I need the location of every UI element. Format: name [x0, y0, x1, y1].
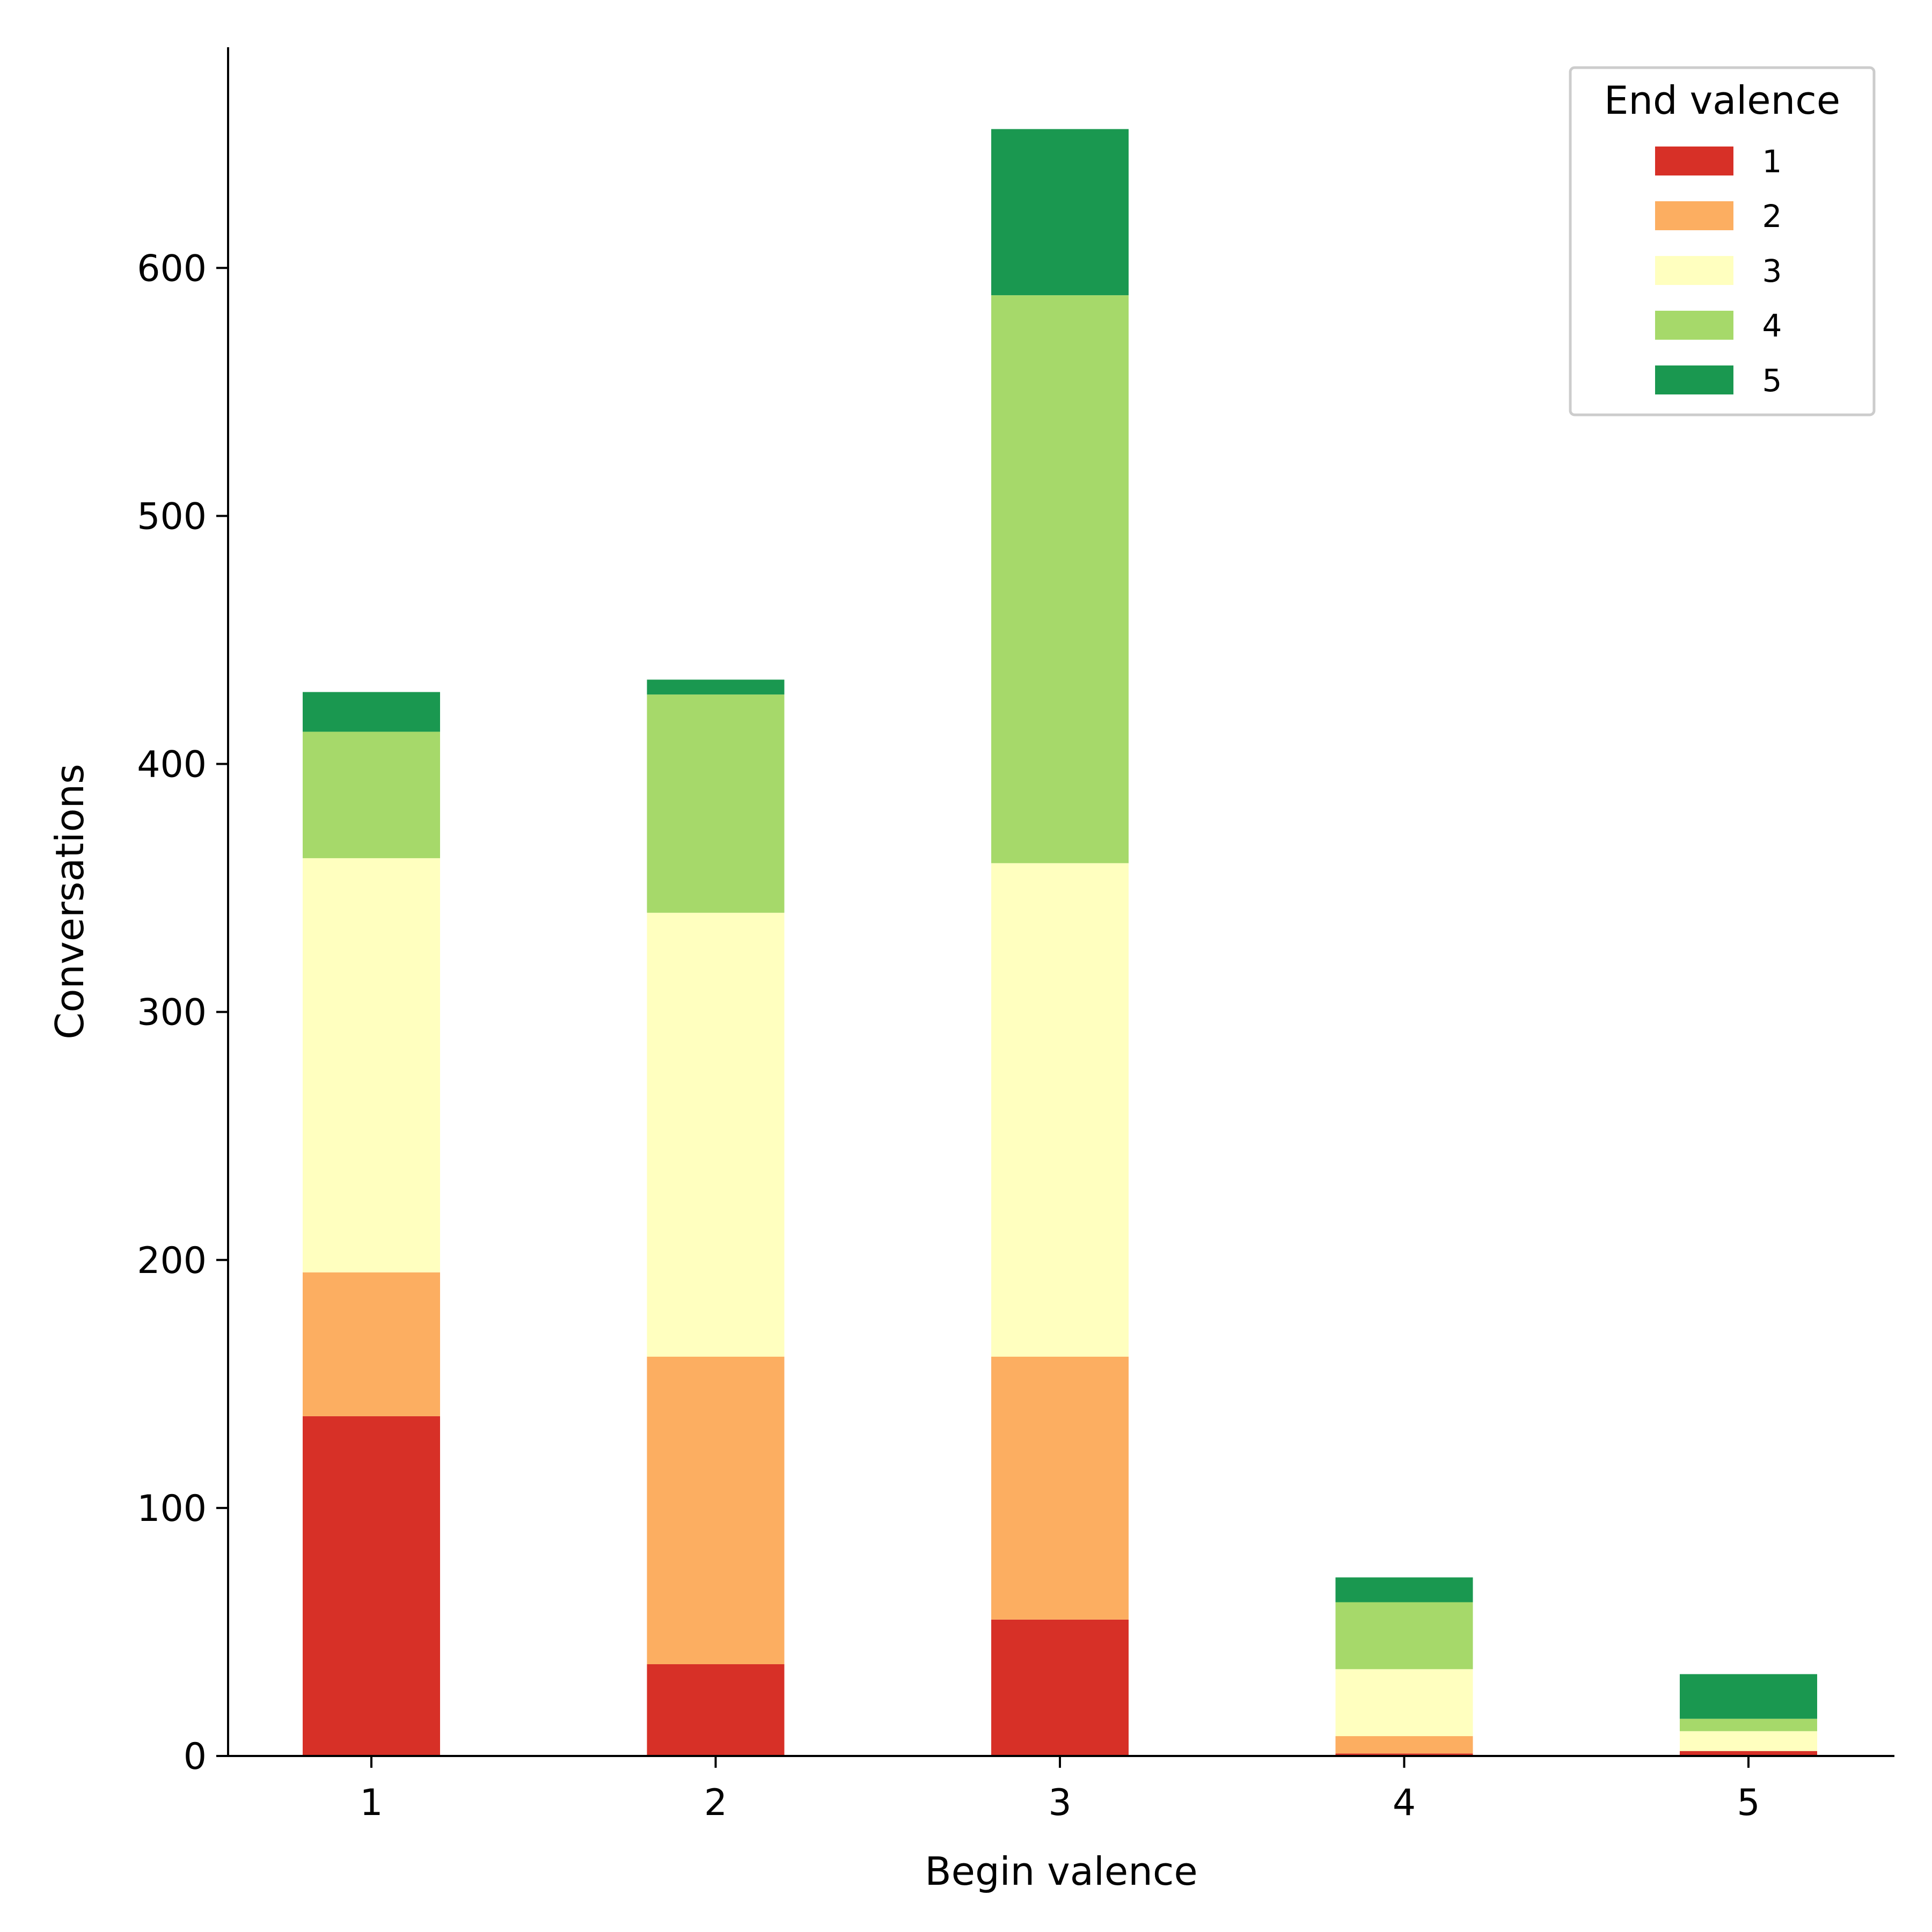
x-tick-label: 5 — [1737, 1782, 1760, 1824]
bar-segment-begin-4-end-4 — [1335, 1602, 1473, 1670]
y-tick-label: 500 — [137, 495, 207, 538]
bar-segment-begin-5-end-5 — [1680, 1674, 1817, 1719]
legend-label: 2 — [1762, 198, 1782, 235]
bar-segment-begin-3-end-2 — [991, 1356, 1129, 1620]
x-tick-label: 4 — [1393, 1782, 1416, 1824]
bar-segment-begin-1-end-1 — [303, 1416, 440, 1756]
y-tick-label: 400 — [137, 744, 207, 786]
legend-swatch — [1655, 311, 1733, 340]
legend-swatch — [1655, 147, 1733, 175]
legend-swatch — [1655, 201, 1733, 230]
x-tick-label: 1 — [360, 1782, 383, 1824]
bar-segment-begin-4-end-5 — [1335, 1577, 1473, 1602]
x-tick-label: 2 — [704, 1782, 727, 1824]
y-tick-label: 300 — [137, 992, 207, 1034]
bar-segment-begin-1-end-5 — [303, 692, 440, 732]
legend-item-1: 1 — [1655, 143, 1782, 180]
bar-segment-begin-3-end-4 — [991, 295, 1129, 863]
legend-swatch — [1655, 365, 1733, 394]
bar-segment-begin-5-end-1 — [1680, 1751, 1817, 1756]
bar-segment-begin-3-end-5 — [991, 129, 1129, 296]
bar-segment-begin-1-end-4 — [303, 731, 440, 859]
legend-item-2: 2 — [1655, 198, 1782, 235]
legend-label: 3 — [1762, 253, 1782, 289]
bar-segment-begin-3-end-3 — [991, 863, 1129, 1357]
y-tick-label: 200 — [137, 1240, 207, 1282]
legend: End valence 1 2 3 4 5 — [1569, 66, 1876, 416]
bar-segment-begin-4-end-1 — [1335, 1753, 1473, 1756]
legend-swatch — [1655, 256, 1733, 285]
y-tick-label: 600 — [137, 247, 207, 290]
legend-items: 1 2 3 4 5 — [1655, 143, 1782, 399]
bar-segment-begin-5-end-4 — [1680, 1718, 1817, 1731]
legend-title: End valence — [1604, 78, 1840, 123]
y-tick-label: 0 — [184, 1736, 207, 1778]
x-ticks: 1 2 3 4 5 — [360, 1756, 1760, 1824]
y-ticks: 0 100 200 300 400 500 600 — [137, 247, 228, 1778]
bar-segment-begin-3-end-1 — [991, 1619, 1129, 1756]
bar-segment-begin-2-end-4 — [647, 694, 785, 913]
bar-segment-begin-2-end-2 — [647, 1356, 785, 1665]
legend-frame — [1569, 66, 1876, 416]
legend-item-5: 5 — [1655, 362, 1782, 399]
bar-segment-begin-2-end-1 — [647, 1664, 785, 1756]
y-tick-label: 100 — [137, 1488, 207, 1530]
bar-segment-begin-2-end-3 — [647, 912, 785, 1357]
legend-item-3: 3 — [1655, 253, 1782, 289]
axes-layer — [227, 47, 1894, 1757]
bar-segment-begin-5-end-3 — [1680, 1731, 1817, 1751]
y-axis-label: Conversations — [47, 764, 92, 1040]
bar-segment-begin-1-end-3 — [303, 858, 440, 1272]
x-axis-label: Begin valence — [925, 1849, 1197, 1894]
bars-layer — [303, 129, 1817, 1756]
bar-segment-begin-1-end-2 — [303, 1272, 440, 1416]
bar-segment-begin-4-end-2 — [1335, 1736, 1473, 1754]
legend-label: 1 — [1762, 143, 1782, 180]
legend-label: 4 — [1762, 308, 1782, 344]
bar-segment-begin-4-end-3 — [1335, 1669, 1473, 1737]
x-tick-label: 3 — [1048, 1782, 1071, 1824]
bar-segment-begin-2-end-5 — [647, 679, 785, 695]
legend-item-4: 4 — [1655, 308, 1782, 344]
legend-label: 5 — [1762, 362, 1782, 399]
